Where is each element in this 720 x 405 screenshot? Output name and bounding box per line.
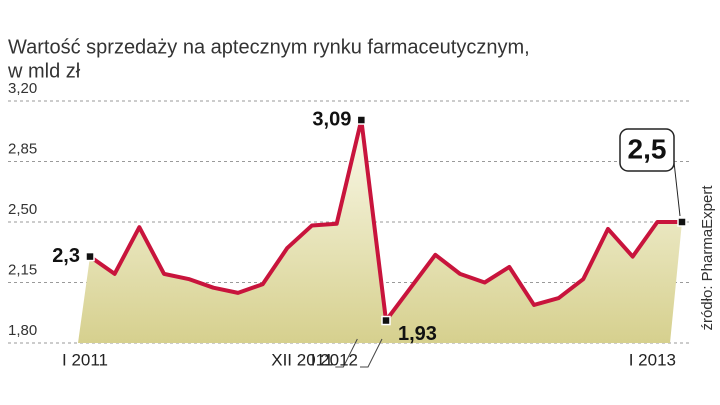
y-tick-label: 3,20 <box>8 80 37 97</box>
x-tick-leader <box>360 338 383 368</box>
point-marker <box>677 217 687 227</box>
chart-subtitle: w mld zł <box>7 60 81 82</box>
source-note: źródło: PharmaExpert <box>699 185 716 331</box>
y-tick-label: 1,80 <box>8 322 37 339</box>
chart-title: Wartość sprzedaży na aptecznym rynku far… <box>8 36 530 58</box>
point-marker <box>356 115 367 125</box>
data-label: 2,3 <box>52 245 80 267</box>
y-tick-label: 2,15 <box>8 261 37 278</box>
x-tick-label: I 2011 <box>62 350 108 369</box>
y-tick-label: 2,50 <box>8 201 37 218</box>
x-tick-leader <box>335 338 358 368</box>
x-tick-label: XII 2011 <box>271 350 333 369</box>
data-label: 3,09 <box>312 108 351 130</box>
area <box>78 120 682 343</box>
point-marker <box>381 315 391 326</box>
data-label: 2,5 <box>628 133 667 164</box>
x-tick-label: I 2012 <box>311 350 358 369</box>
data-label: 1,93 <box>398 323 437 345</box>
label-box <box>619 128 675 172</box>
point-marker <box>85 251 95 262</box>
y-tick-label: 2,85 <box>8 140 37 157</box>
x-tick-label: I 2013 <box>629 350 676 369</box>
label-leader <box>673 161 681 217</box>
